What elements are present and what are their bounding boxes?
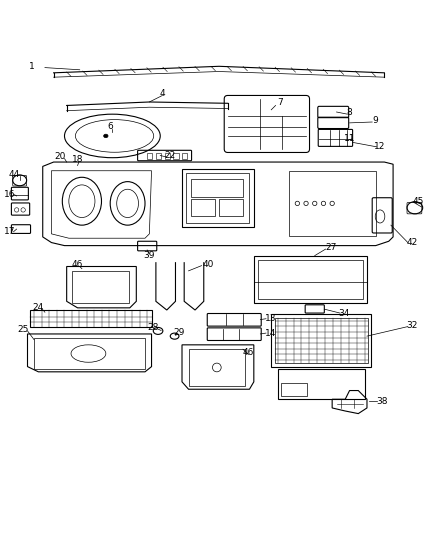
Bar bbox=[182, 153, 187, 158]
Text: 8: 8 bbox=[347, 108, 353, 117]
Text: 25: 25 bbox=[18, 325, 29, 334]
Text: 18: 18 bbox=[72, 156, 83, 164]
Text: 20: 20 bbox=[54, 152, 66, 161]
Text: 32: 32 bbox=[406, 321, 418, 330]
Bar bbox=[30, 310, 152, 327]
Text: 34: 34 bbox=[338, 309, 349, 318]
Bar bbox=[191, 199, 215, 216]
Text: 44: 44 bbox=[9, 169, 20, 179]
Text: 4: 4 bbox=[159, 89, 165, 98]
Bar bbox=[72, 271, 129, 303]
Text: 42: 42 bbox=[406, 238, 418, 247]
Text: 28: 28 bbox=[147, 323, 159, 332]
Text: 46: 46 bbox=[72, 260, 83, 269]
Bar bbox=[188, 349, 245, 386]
Text: 45: 45 bbox=[413, 197, 424, 206]
Text: 16: 16 bbox=[4, 190, 16, 199]
Bar bbox=[258, 260, 363, 299]
Text: 12: 12 bbox=[374, 142, 386, 151]
Bar bbox=[289, 171, 376, 236]
Text: 22: 22 bbox=[165, 151, 176, 160]
Text: 27: 27 bbox=[325, 243, 337, 252]
Text: 11: 11 bbox=[344, 134, 355, 143]
Text: 38: 38 bbox=[376, 397, 388, 406]
Bar bbox=[182, 168, 254, 228]
Text: 24: 24 bbox=[32, 303, 43, 312]
Text: 46: 46 bbox=[243, 348, 254, 357]
Text: 29: 29 bbox=[173, 328, 185, 337]
Text: 17: 17 bbox=[4, 227, 16, 236]
Bar bbox=[254, 256, 367, 303]
Bar bbox=[147, 153, 152, 158]
Bar bbox=[275, 318, 368, 363]
Text: 40: 40 bbox=[202, 260, 214, 269]
Bar bbox=[156, 153, 161, 158]
Bar bbox=[271, 314, 371, 367]
Bar bbox=[278, 369, 365, 399]
Text: 39: 39 bbox=[144, 251, 155, 260]
Bar bbox=[186, 173, 250, 223]
Ellipse shape bbox=[104, 134, 108, 138]
Text: 1: 1 bbox=[29, 62, 35, 71]
Bar bbox=[173, 153, 179, 158]
Bar bbox=[281, 383, 307, 396]
Bar bbox=[165, 153, 170, 158]
Bar bbox=[219, 199, 243, 216]
Text: 14: 14 bbox=[265, 328, 276, 337]
Text: 7: 7 bbox=[277, 99, 283, 107]
Text: 13: 13 bbox=[265, 314, 276, 323]
Bar bbox=[34, 338, 145, 369]
Text: 9: 9 bbox=[372, 116, 378, 125]
Text: 6: 6 bbox=[107, 122, 113, 131]
Bar bbox=[191, 180, 243, 197]
